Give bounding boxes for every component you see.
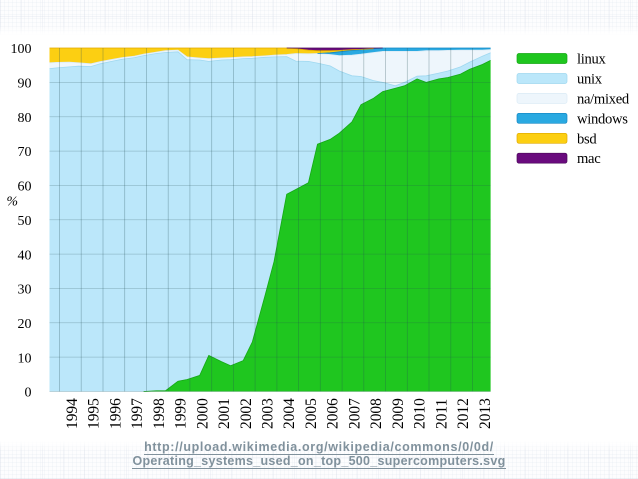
svg-text:10: 10 [18, 351, 32, 366]
svg-text:1999: 1999 [173, 398, 190, 429]
svg-text:2010: 2010 [412, 398, 429, 429]
svg-text:40: 40 [18, 248, 32, 263]
svg-text:60: 60 [18, 180, 32, 195]
svg-text:80: 80 [18, 111, 32, 126]
svg-text:20: 20 [18, 317, 32, 332]
svg-text:na/mixed: na/mixed [577, 91, 630, 107]
svg-text:0: 0 [25, 386, 32, 401]
svg-text:30: 30 [18, 283, 32, 298]
svg-text:2004: 2004 [281, 398, 298, 429]
svg-text:2012: 2012 [455, 398, 472, 429]
svg-text:2003: 2003 [260, 398, 277, 429]
svg-text:2009: 2009 [390, 398, 407, 429]
svg-text:linux: linux [577, 52, 607, 68]
svg-text:2005: 2005 [303, 398, 320, 429]
svg-text:unix: unix [577, 72, 603, 88]
svg-text:90: 90 [18, 77, 32, 92]
svg-text:2001: 2001 [216, 398, 233, 429]
svg-text:1998: 1998 [151, 398, 168, 429]
svg-text:2013: 2013 [477, 398, 494, 429]
svg-text:2011: 2011 [433, 399, 450, 429]
svg-text:windows: windows [577, 111, 628, 127]
svg-text:2006: 2006 [325, 398, 342, 429]
svg-text:bsd: bsd [577, 131, 597, 147]
svg-text:100: 100 [11, 42, 32, 57]
svg-text:2000: 2000 [194, 398, 211, 429]
svg-text:2002: 2002 [238, 398, 255, 429]
svg-text:1996: 1996 [107, 398, 124, 429]
svg-text:2007: 2007 [346, 398, 363, 429]
svg-text:1994: 1994 [64, 398, 81, 429]
svg-text:mac: mac [577, 151, 601, 167]
svg-text:1997: 1997 [129, 398, 146, 429]
svg-text:70: 70 [18, 145, 32, 160]
svg-text:1995: 1995 [86, 398, 103, 429]
svg-text:2008: 2008 [368, 398, 385, 429]
svg-text:%: % [7, 194, 19, 209]
svg-text:50: 50 [18, 214, 32, 229]
